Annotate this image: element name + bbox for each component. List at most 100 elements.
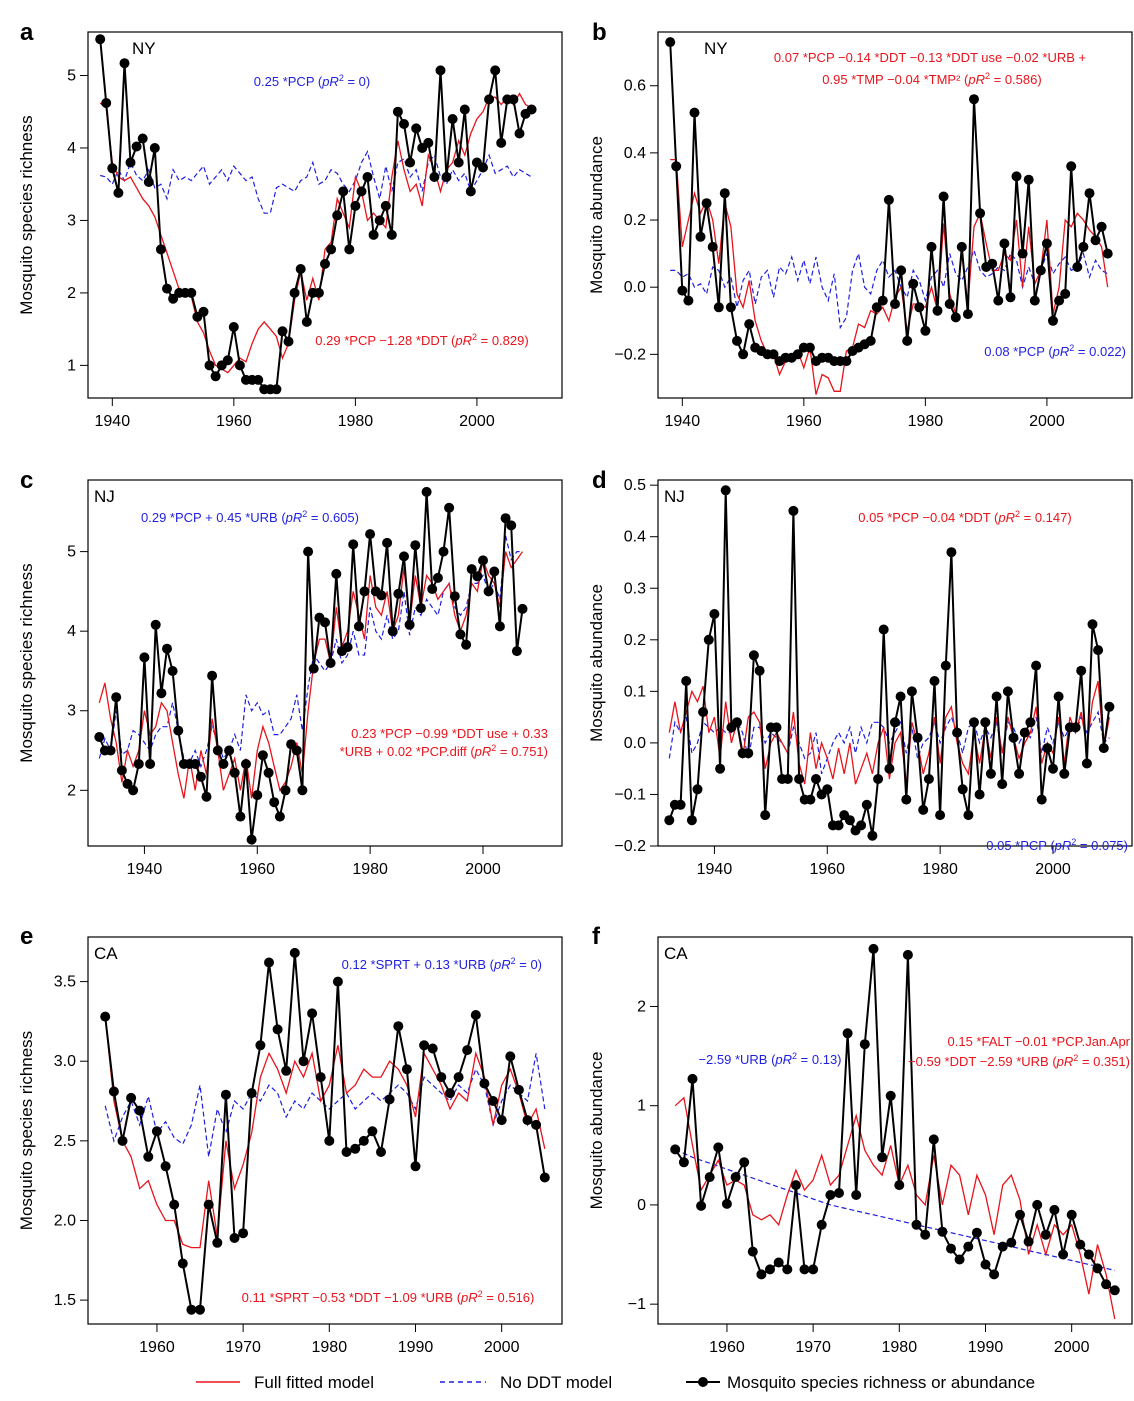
legend-obs-label: Mosquito species richness or abundance (727, 1373, 1035, 1392)
observed-point-c (201, 791, 212, 802)
y-tick-label-c: 4 (67, 623, 76, 640)
observed-point-d (709, 609, 720, 619)
observed-point-f (997, 1241, 1008, 1252)
y-tick-label-e: 3.0 (54, 1053, 76, 1070)
observed-point-b (865, 335, 876, 346)
observed-point-e (332, 976, 343, 987)
observed-point-c (173, 725, 184, 736)
observed-point-e (462, 1045, 473, 1056)
annotation-f-2: −0.59 *DDT −2.59 *URB (pR2 = 0.351) (908, 1053, 1130, 1069)
observed-point-b (890, 299, 900, 309)
observed-point-e (367, 1126, 378, 1137)
observed-point-d (918, 804, 929, 815)
observed-point-d (980, 717, 991, 728)
observed-point-b (1029, 295, 1040, 306)
observed-point-a (277, 326, 288, 337)
observed-point-c (241, 759, 251, 769)
panel-d: 1940 1960 1980 2000 −0.2 −0.1 0.0 0.1 0.2 0.3 0.4 0… (587, 477, 1133, 878)
y-tick-label-b: 0.0 (624, 279, 646, 296)
observed-point-a (119, 58, 130, 69)
annotation-b-0: 0.07 *PCP −0.14 *DDT −0.13 *DDT use −0.0… (774, 50, 1086, 65)
y-tick-label-d: 0.3 (624, 580, 646, 597)
observed-point-e (358, 1135, 369, 1146)
observed-point-f (1015, 1209, 1025, 1220)
observed-point-a (411, 123, 422, 134)
observed-point-c (461, 639, 472, 650)
observed-point-a (107, 163, 118, 174)
observed-point-b (1084, 188, 1095, 199)
observed-point-f (756, 1269, 767, 1280)
observed-point-c (478, 555, 488, 566)
observed-point-a (399, 119, 409, 129)
y-tick-label-d: 0.1 (624, 683, 646, 700)
observed-point-a (435, 65, 446, 76)
y-tick-label-c: 2 (67, 782, 76, 799)
observed-point-b (738, 349, 749, 360)
observed-point-b (768, 349, 779, 360)
observed-point-e (169, 1199, 180, 1210)
observed-point-e (341, 1147, 352, 1157)
annotation-c-2: *URB + 0.02 *PCP.diff (pR2 = 0.751) (340, 743, 548, 759)
plot-area-f (670, 943, 1120, 1320)
observed-point-d (788, 505, 799, 516)
observed-point-d (884, 763, 895, 774)
x-tick-label-f: 1990 (968, 1339, 1004, 1356)
x-tick-label-c: 1940 (127, 861, 163, 878)
observed-point-c (139, 652, 150, 663)
panel-letter-b: b (592, 19, 607, 46)
y-axis-label-f: Mosquito abundance (587, 1052, 606, 1210)
observed-point-d (991, 691, 1002, 702)
observed-point-b (1060, 288, 1071, 299)
observed-point-c (111, 692, 122, 703)
observed-point-a (423, 137, 434, 148)
observed-point-c (427, 584, 438, 594)
observed-point-c (252, 790, 263, 801)
observed-point-a (143, 177, 154, 187)
legend: Full fitted model No DDT model Mosquito … (196, 1373, 1035, 1392)
observed-point-d (895, 691, 906, 702)
plot-frame-c (87, 479, 563, 847)
y-tick-label-d: 0.5 (624, 477, 646, 494)
observed-point-f (834, 1188, 844, 1198)
series-noddt-a (100, 149, 532, 214)
observed-point-e (195, 1304, 205, 1315)
observed-point-f (1066, 1209, 1077, 1220)
observed-point-f (885, 1090, 896, 1101)
x-tick-label-f: 1970 (795, 1339, 831, 1356)
observed-point-f (1058, 1249, 1069, 1260)
observed-point-d (901, 794, 912, 805)
observed-point-e (281, 1065, 292, 1076)
x-tick-label-c: 2000 (465, 861, 501, 878)
observed-point-c (415, 603, 426, 614)
observed-point-d (985, 768, 996, 779)
observed-point-c (128, 785, 139, 796)
observed-point-d (782, 774, 793, 784)
annotation-e-1: 0.11 *SPRT −0.53 *DDT −1.09 *URB (pR2 = … (242, 1289, 535, 1305)
observed-point-d (811, 774, 821, 784)
observed-point-b (671, 161, 682, 172)
observed-point-d (1059, 768, 1070, 779)
observed-point-c (444, 502, 455, 513)
observed-point-d (715, 763, 726, 774)
annotation-a-0: 0.25 *PCP (pR2 = 0) (254, 73, 370, 89)
x-tick-label-a: 1940 (95, 413, 131, 430)
observed-point-d (1042, 743, 1053, 754)
observed-point-c (449, 591, 460, 602)
observed-point-d (794, 774, 805, 784)
observed-point-b (1078, 241, 1089, 252)
observed-point-e (143, 1151, 154, 1162)
y-axis-label-d: Mosquito abundance (587, 584, 606, 742)
observed-point-d (1014, 768, 1025, 779)
observed-point-a (356, 186, 367, 197)
observed-point-f (946, 1243, 956, 1254)
y-tick-label-b: 0.2 (624, 212, 646, 229)
observed-point-a (204, 360, 215, 371)
observed-point-e (436, 1072, 447, 1083)
observed-point-e (307, 1008, 318, 1019)
observed-point-d (974, 789, 985, 800)
observed-point-f (937, 1226, 948, 1237)
observed-point-a (490, 65, 501, 76)
observed-point-b (665, 37, 676, 48)
plot-area-c (94, 486, 528, 845)
